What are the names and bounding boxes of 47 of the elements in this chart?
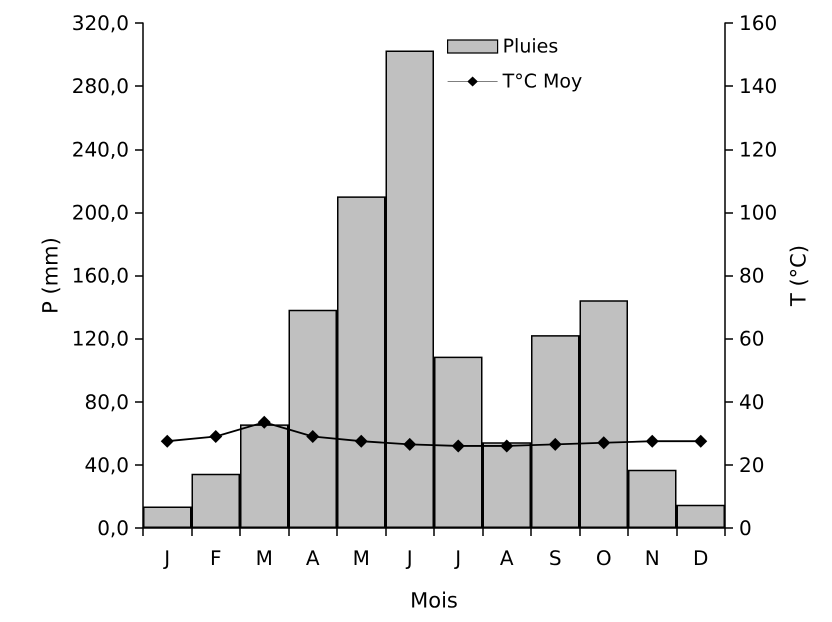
y2-tick-label: 0	[739, 516, 752, 540]
y2-tick-label: 20	[739, 452, 764, 477]
point	[209, 430, 222, 443]
point	[354, 434, 368, 448]
x-tick-label: F	[210, 546, 222, 570]
y2-tick-label: 80	[739, 264, 764, 288]
legend-label: T°C Moy	[502, 70, 582, 92]
y2-tick-label: 60	[739, 326, 764, 351]
y-tick-label: 160,0	[72, 264, 129, 288]
y-tick-label: 280,0	[72, 74, 129, 98]
y2-tick-label: 100	[739, 200, 778, 224]
point	[306, 430, 320, 443]
point	[597, 436, 610, 450]
y-tick-label: 0,0	[97, 516, 129, 540]
y2-tick-label: 140	[739, 74, 778, 98]
x-tick-label: M	[352, 546, 370, 570]
x-tick-label: J	[162, 546, 170, 570]
y2-tick-label: 120	[739, 137, 778, 162]
point	[258, 416, 271, 429]
y2-tick-label: 160	[739, 11, 778, 35]
point	[646, 434, 659, 448]
legend-label: Pluies	[502, 36, 558, 58]
point	[160, 434, 174, 448]
x-tick-label: J	[453, 546, 462, 570]
x-tick-label: S	[548, 546, 562, 570]
point	[500, 439, 514, 452]
y-tick-label: 40,0	[84, 452, 129, 477]
point	[694, 434, 708, 448]
y-tick-label: 200,0	[72, 200, 129, 224]
x-tick-label: D	[693, 546, 708, 570]
x-tick-label: N	[644, 546, 660, 570]
y-tick-label: 240,0	[72, 137, 129, 162]
y-axis-title: P (mm)	[38, 237, 62, 314]
point	[548, 438, 562, 451]
point	[403, 438, 416, 451]
x-axis-title: Mois	[410, 588, 458, 612]
y-tick-label: 120,0	[72, 326, 129, 351]
y2-axis-title: T (°C)	[786, 244, 811, 308]
x-tick-label: O	[596, 546, 612, 570]
x-tick-label: J	[404, 546, 413, 570]
y2-tick-label: 40	[739, 390, 764, 414]
x-tick-label: A	[306, 546, 320, 570]
point	[452, 439, 465, 452]
y-tick-label: 320,0	[72, 11, 129, 35]
y-tick-label: 80,0	[84, 390, 129, 414]
x-tick-label: A	[500, 546, 514, 570]
x-tick-label: M	[256, 546, 273, 570]
